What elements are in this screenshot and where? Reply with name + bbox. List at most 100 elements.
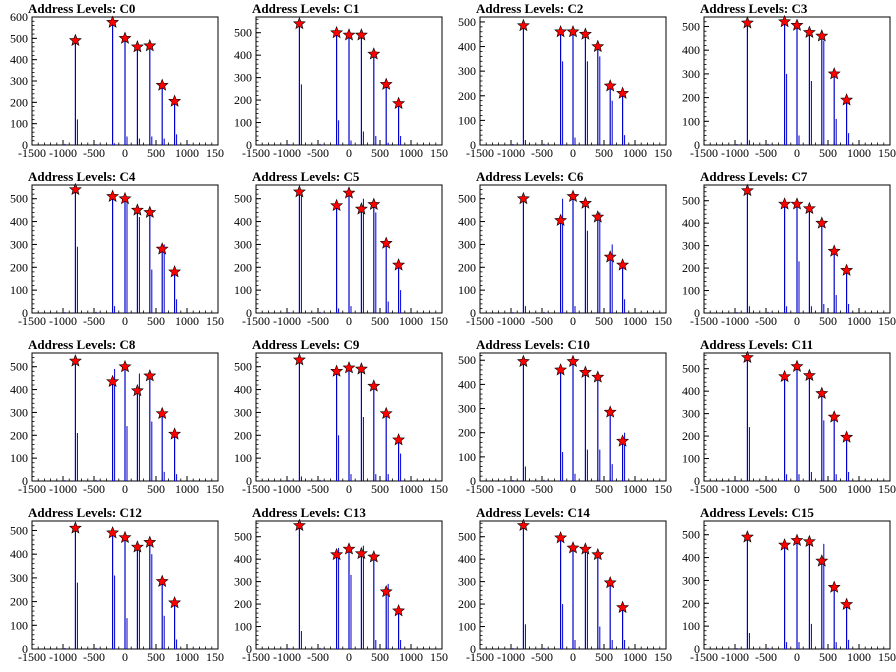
x-tick-label: 1000 — [623, 650, 647, 664]
y-tick-label: 300 — [458, 575, 476, 589]
peak-marker — [342, 28, 356, 41]
peak-marker — [143, 535, 157, 548]
chart-panel: Address Levels: C5 0 100 200 300 400 500 -1500-… — [224, 168, 448, 336]
y-tick-label: 300 — [10, 405, 28, 419]
peak-marker — [106, 15, 120, 28]
x-tick-label: 500 — [147, 482, 165, 496]
chart-svg: Address Levels: C0 0 100 200 300 400 500 600 -15… — [10, 1, 224, 160]
x-tick-label: -1000 — [721, 482, 749, 496]
x-tick-label: -500 — [755, 650, 777, 664]
x-tick-label: 500 — [147, 650, 165, 664]
y-tick-label: 0 — [694, 306, 700, 320]
peak-marker — [516, 18, 530, 32]
x-tick-label: 1500 — [654, 314, 672, 328]
y-tick-label: 400 — [682, 43, 700, 57]
peak-marker — [616, 258, 630, 271]
x-tick-label: 500 — [595, 482, 613, 496]
x-tick-label: -1000 — [273, 482, 301, 496]
x-tick-label: 0 — [346, 482, 352, 496]
peak-marker — [155, 574, 169, 587]
y-tick-label: 400 — [234, 48, 252, 62]
chart-panel: Address Levels: C0 0 100 200 300 400 500 600 -15… — [0, 0, 224, 168]
x-tick-label: -1500 — [466, 146, 494, 160]
y-tick-label: 200 — [682, 261, 700, 275]
y-tick-label: 0 — [22, 642, 28, 656]
x-tick-label: 1500 — [206, 314, 224, 328]
x-tick-label: 0 — [570, 482, 576, 496]
y-tick-label: 200 — [682, 91, 700, 105]
peak-marker — [740, 16, 754, 29]
x-tick-label: 0 — [794, 146, 800, 160]
peak-marker — [790, 359, 804, 372]
peak-marker — [155, 406, 169, 420]
peak-marker — [578, 27, 592, 40]
x-tick-label: 1500 — [430, 650, 448, 664]
x-tick-label: 1000 — [847, 314, 871, 328]
peak-marker — [566, 541, 580, 554]
y-tick-label: 500 — [458, 353, 476, 367]
peak-marker — [802, 201, 816, 215]
y-tick-label: 400 — [458, 377, 476, 391]
y-tick-label: 100 — [682, 114, 700, 128]
chart-svg: Address Levels: C11 0 100 200 300 400 500 -1500… — [682, 337, 896, 496]
x-tick-label: -1500 — [466, 650, 494, 664]
y-tick-label: 500 — [458, 192, 476, 206]
chart-svg: Address Levels: C70100200300400500-1500-… — [682, 169, 896, 328]
x-tick-label: 500 — [819, 482, 837, 496]
peak-marker — [566, 189, 580, 202]
x-tick-label: -500 — [307, 146, 329, 160]
x-tick-label: -1000 — [497, 146, 525, 160]
x-tick-label: -500 — [755, 146, 777, 160]
x-tick-label: -1500 — [466, 314, 494, 328]
peak-marker — [516, 191, 530, 205]
x-tick-label: -1000 — [49, 146, 77, 160]
chart-title: Address Levels: C14 — [476, 505, 590, 520]
y-tick-label: 400 — [234, 215, 252, 229]
peak-marker — [106, 526, 120, 539]
x-tick-label: 500 — [147, 146, 165, 160]
y-tick-label: 200 — [10, 428, 28, 442]
peak-marker — [168, 265, 182, 278]
x-tick-label: 1000 — [175, 482, 199, 496]
peak-marker — [802, 534, 816, 548]
x-tick-label: 500 — [819, 314, 837, 328]
y-tick-label: 500 — [682, 194, 700, 208]
y-tick-label: 200 — [458, 260, 476, 274]
y-tick-label: 200 — [10, 260, 28, 274]
y-tick-label: 600 — [10, 10, 28, 24]
y-tick-label: 0 — [470, 306, 476, 320]
chart-panel: Address Levels: C7 0 100 200 300 400 500 -1500-… — [672, 168, 896, 336]
x-tick-label: -500 — [83, 650, 105, 664]
y-tick-label: 200 — [682, 429, 700, 443]
x-tick-label: 1000 — [175, 314, 199, 328]
peak-marker — [106, 189, 120, 202]
peak-marker — [815, 29, 829, 42]
y-tick-label: 0 — [246, 138, 252, 152]
y-tick-label: 300 — [234, 575, 252, 589]
chart-title: Address Levels: C3 — [700, 1, 808, 16]
y-tick-label: 300 — [10, 237, 28, 251]
x-tick-label: 1000 — [399, 146, 423, 160]
x-tick-label: 0 — [346, 314, 352, 328]
y-tick-label: 500 — [458, 15, 476, 29]
chart-panel: Address Levels: C9 0 100 200 300 400 500 -1500-… — [224, 336, 448, 504]
y-tick-label: 500 — [234, 192, 252, 206]
x-tick-label: 0 — [122, 482, 128, 496]
y-tick-label: 0 — [246, 306, 252, 320]
peak-marker — [591, 370, 605, 383]
x-tick-label: -1500 — [18, 314, 46, 328]
y-tick-label: 400 — [682, 551, 700, 565]
x-tick-label: 0 — [794, 314, 800, 328]
peak-marker — [740, 183, 754, 197]
peak-marker — [778, 14, 792, 28]
y-tick-label: 100 — [682, 619, 700, 633]
peak-marker — [591, 39, 605, 53]
y-tick-label: 200 — [458, 89, 476, 103]
peak-marker — [740, 350, 754, 363]
x-tick-label: 0 — [794, 482, 800, 496]
y-tick-label: 100 — [234, 620, 252, 634]
peak-marker — [740, 530, 754, 543]
peak-marker — [815, 216, 829, 229]
chart-title: Address Levels: C5 — [252, 169, 360, 184]
x-tick-label: 0 — [570, 650, 576, 664]
